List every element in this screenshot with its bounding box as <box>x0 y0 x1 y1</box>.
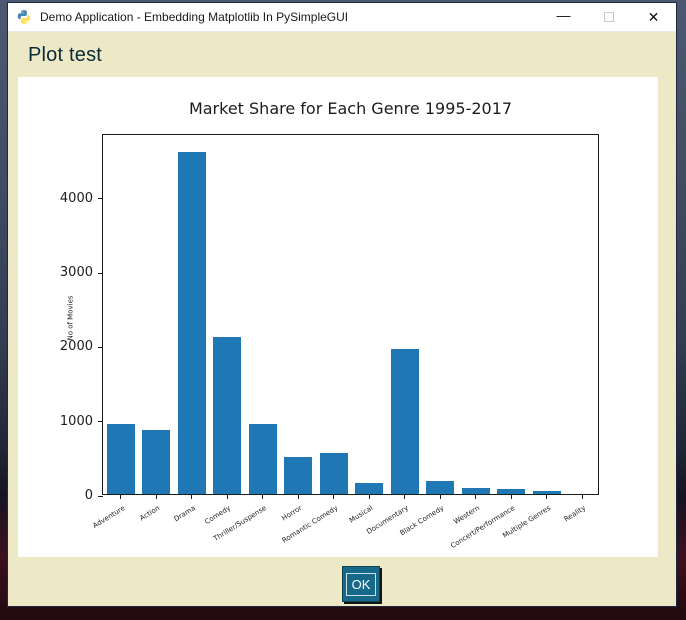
x-tick-mark <box>546 494 548 499</box>
y-tick-mark <box>98 272 103 274</box>
close-button[interactable]: ✕ <box>631 3 676 31</box>
x-tick-mark <box>155 494 157 499</box>
window-title: Demo Application - Embedding Matplotlib … <box>40 10 349 24</box>
x-tick-label: Adventure <box>91 504 126 530</box>
maximize-button[interactable] <box>586 3 631 31</box>
x-tick-label: Comedy <box>203 504 233 527</box>
bar-musical <box>355 483 384 494</box>
x-tick-mark <box>581 494 583 499</box>
y-tick-mark <box>98 346 103 348</box>
chart-title: Market Share for Each Genre 1995-2017 <box>188 99 513 118</box>
bar-adventure <box>106 424 135 494</box>
python-logo-icon <box>17 10 31 24</box>
x-tick-mark <box>510 494 512 499</box>
bar-concert-performance <box>497 489 526 494</box>
x-tick-mark <box>368 494 370 499</box>
ok-button[interactable]: OK <box>342 566 380 602</box>
bar-western <box>461 488 490 494</box>
bar-comedy <box>213 337 242 494</box>
maximize-icon <box>603 12 614 22</box>
x-tick-label: Drama <box>172 504 197 524</box>
y-tick-mark <box>98 421 103 423</box>
x-axis-tick-labels: Adventure Action Drama Comedy Thriller/Suspe… <box>91 496 599 556</box>
x-tick-mark <box>439 494 441 499</box>
bar-horror <box>284 457 313 494</box>
bar-documentary <box>390 349 419 494</box>
y-tick-label: 4000 <box>59 190 93 206</box>
x-tick-mark <box>297 494 299 499</box>
matplotlib-figure: Market Share for Each Genre 1995-2017 No… <box>18 77 658 557</box>
bar-multiple-genres <box>532 491 561 494</box>
x-tick-mark <box>333 494 335 499</box>
y-tick-mark <box>98 495 103 497</box>
x-tick-mark <box>262 494 264 499</box>
x-tick-label: Reality <box>562 504 588 524</box>
x-tick-label: Action <box>138 504 162 523</box>
ok-button-label: OK <box>345 572 377 596</box>
x-tick-mark <box>226 494 228 499</box>
y-tick-label: 0 <box>84 488 93 503</box>
x-tick-label: Horror <box>280 504 304 523</box>
page-title: Plot test <box>28 44 103 66</box>
x-tick-mark <box>404 494 406 499</box>
bar-black-comedy <box>426 481 455 494</box>
bar-drama <box>177 152 206 494</box>
x-tick-mark <box>475 494 477 499</box>
bar-action <box>142 430 171 494</box>
x-tick-label: Musical <box>348 504 375 525</box>
window-controls: — ✕ <box>541 3 676 31</box>
x-tick-mark <box>191 494 193 499</box>
bar-romantic-comedy <box>319 453 348 494</box>
x-tick-label: Concert/Performance <box>449 504 517 551</box>
y-tick-mark <box>98 198 103 200</box>
y-tick-label: 3000 <box>59 265 93 281</box>
y-tick-label: 2000 <box>59 339 93 355</box>
title-bar[interactable]: Demo Application - Embedding Matplotlib … <box>8 3 676 32</box>
y-tick-label: 1000 <box>59 413 93 429</box>
x-tick-label: Western <box>452 504 481 527</box>
y-axis-label: No of Movies <box>66 295 75 341</box>
bar-thriller-suspense <box>248 424 277 494</box>
minimize-button[interactable]: — <box>541 3 586 31</box>
chart-axes: 0 1000 2000 3000 4000 <box>60 134 599 502</box>
x-tick-mark <box>120 494 122 499</box>
app-window: Demo Application - Embedding Matplotlib … <box>7 2 677 607</box>
